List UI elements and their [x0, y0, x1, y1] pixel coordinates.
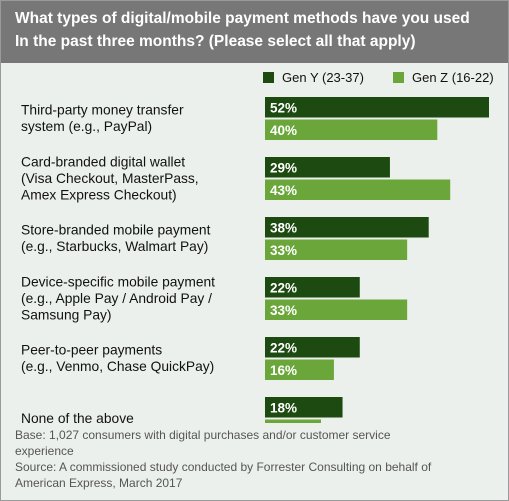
data-label-gen-z-3: 33% — [270, 243, 297, 258]
data-label-gen-y-4: 22% — [270, 280, 297, 295]
category-label-5: Peer-to-peer payments (e.g., Venmo, Chase… — [21, 343, 214, 375]
base-note-line-1: Base: 1,027 consumers with digital purch… — [15, 428, 391, 442]
bar-gen-z-4 — [265, 299, 408, 320]
bar-chart: Gen Y (23-37) Gen Z (16-22) 52% 40% Third-pa… — [21, 70, 494, 423]
bar-gen-y-2 — [265, 157, 390, 178]
bar-gen-z-5 — [265, 359, 334, 380]
data-label-gen-y-6: 18% — [270, 400, 297, 415]
data-label-gen-z-2: 43% — [270, 183, 297, 198]
bar-gen-y-6 — [265, 397, 343, 418]
chart-title-line-2: In the past three months? (Please select… — [15, 33, 416, 50]
chart-title-line-1: What types of digital/mobile payment met… — [15, 10, 470, 27]
bar-gen-z-3 — [265, 239, 408, 260]
data-label-gen-z-4: 33% — [270, 303, 297, 318]
data-label-gen-y-1: 52% — [270, 100, 297, 115]
data-label-gen-y-3: 38% — [270, 220, 297, 235]
data-label-gen-z-5: 16% — [270, 363, 297, 378]
category-label-2: Card-branded digital wallet (Visa Checkou… — [21, 154, 199, 202]
chart-header: What types of digital/mobile payment met… — [1, 1, 508, 63]
category-label-4: Device-specific mobile payment (e.g., App… — [21, 274, 215, 322]
category-label-3: Store-branded mobile payment (e.g., Starb… — [21, 223, 211, 255]
bar-gen-y-5 — [265, 337, 360, 358]
bar-gen-z-1 — [265, 119, 438, 140]
bar-gen-z-2 — [265, 179, 451, 200]
legend-swatch-1 — [263, 72, 274, 83]
source-note-line-1: Source: A commissioned study conducted b… — [15, 460, 432, 474]
base-note-line-2: experience — [15, 444, 74, 458]
data-label-gen-y-5: 22% — [270, 340, 297, 355]
source-note-line-2: American Express, March 2017 — [15, 476, 183, 490]
legend-label-1: Gen Y (23-37) — [282, 70, 364, 85]
data-label-gen-z-1: 40% — [270, 123, 297, 138]
bar-gen-y-4 — [265, 277, 360, 298]
category-label-6: None of the above — [21, 411, 134, 423]
category-label-1: Third-party money transfer system (e.g., … — [21, 103, 184, 135]
legend-label-2: Gen Z (16-22) — [412, 70, 494, 85]
bar-gen-y-1 — [265, 97, 489, 118]
bar-gen-y-3 — [265, 217, 429, 238]
bar-gen-z-6 — [265, 419, 321, 423]
data-label-gen-y-2: 29% — [270, 160, 297, 175]
legend-swatch-2 — [393, 72, 404, 83]
